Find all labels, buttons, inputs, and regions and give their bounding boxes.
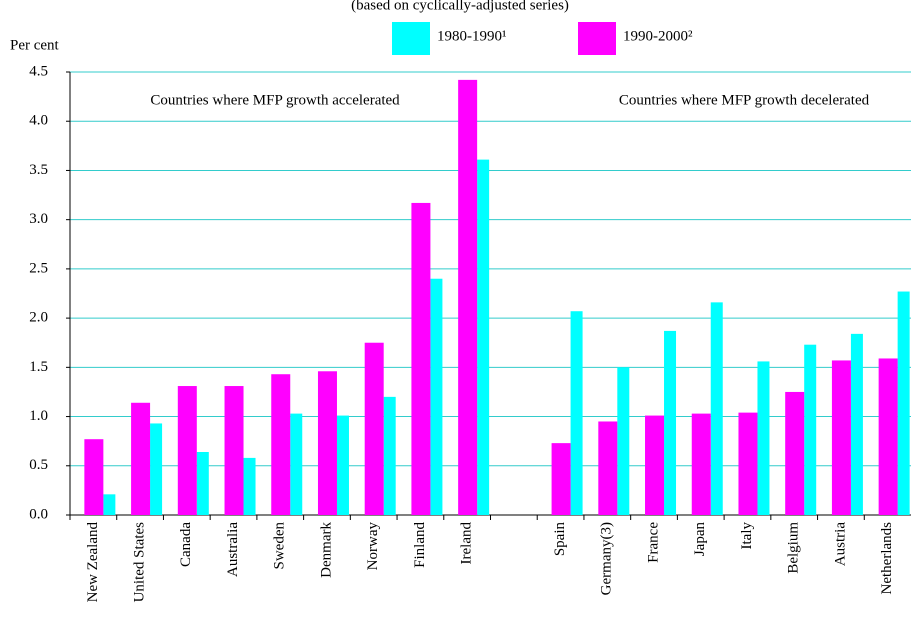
x-tick-label: Canada (178, 522, 194, 567)
y-tick-label: 3.0 (29, 211, 48, 227)
legend-swatch (392, 22, 430, 55)
legend-label: 1980-1990¹ (437, 28, 507, 44)
y-tick-label: 1.0 (29, 408, 48, 424)
x-tick-label: Italy (739, 522, 755, 550)
x-tick-label: Australia (225, 522, 241, 577)
bar (757, 361, 770, 515)
legend-swatch (578, 22, 616, 55)
annotation: Countries where MFP growth accelerated (150, 92, 400, 108)
bar (785, 391, 805, 515)
bar (570, 311, 583, 515)
bar (131, 402, 151, 515)
bar (317, 371, 337, 515)
y-tick-label: 2.0 (29, 310, 48, 326)
x-tick-label: Belgium (786, 522, 802, 574)
bar (477, 159, 490, 516)
x-tick-label: France (645, 522, 661, 563)
x-tick-label: Spain (552, 522, 568, 557)
bar (177, 386, 197, 515)
bar (897, 291, 910, 515)
bar (383, 396, 396, 515)
y-axis-label: Per cent (10, 37, 60, 53)
bar (551, 443, 571, 515)
x-tick-label: Germany(3) (599, 522, 615, 595)
bar (271, 374, 291, 515)
bar (617, 367, 630, 515)
bar (243, 457, 256, 515)
bar (691, 413, 711, 515)
x-tick-label: Ireland (459, 522, 475, 565)
bar (103, 494, 116, 515)
x-tick-label: Sweden (272, 522, 288, 570)
y-tick-label: 0.5 (29, 457, 48, 473)
x-tick-label: United States (132, 522, 148, 603)
bar (84, 439, 104, 515)
bar (290, 413, 303, 515)
bar (364, 342, 384, 515)
x-tick-label: New Zealand (85, 522, 101, 603)
bar (458, 79, 478, 516)
x-tick-label: Norway (365, 522, 381, 571)
bar (430, 278, 443, 515)
bar (598, 421, 618, 515)
bar (196, 451, 209, 515)
legend-label: 1990-2000² (623, 28, 693, 44)
y-tick-label: 4.0 (29, 113, 48, 129)
x-tick-label: Japan (692, 522, 708, 557)
x-tick-label: Austria (832, 522, 848, 567)
chart-subtitle: (based on cyclically-adjusted series) (351, 0, 569, 13)
bar (710, 302, 723, 515)
x-tick-label: Finland (412, 522, 428, 568)
bar (850, 333, 863, 515)
y-tick-label: 2.5 (29, 260, 48, 276)
bar (738, 412, 758, 515)
bar (804, 344, 817, 515)
bar (150, 423, 163, 515)
annotation: Countries where MFP growth decelerated (619, 92, 870, 108)
x-tick-label: Netherlands (879, 522, 895, 595)
bar (411, 202, 431, 516)
bar (664, 330, 677, 515)
bar (831, 360, 851, 515)
bar (336, 415, 349, 515)
y-tick-label: 3.5 (29, 162, 48, 178)
bar (645, 415, 665, 515)
bar (224, 386, 244, 515)
bar (878, 358, 898, 515)
y-tick-label: 4.5 (29, 63, 48, 79)
y-tick-label: 0.0 (29, 506, 48, 522)
y-tick-label: 1.5 (29, 359, 48, 375)
x-tick-label: Denmark (318, 522, 334, 578)
